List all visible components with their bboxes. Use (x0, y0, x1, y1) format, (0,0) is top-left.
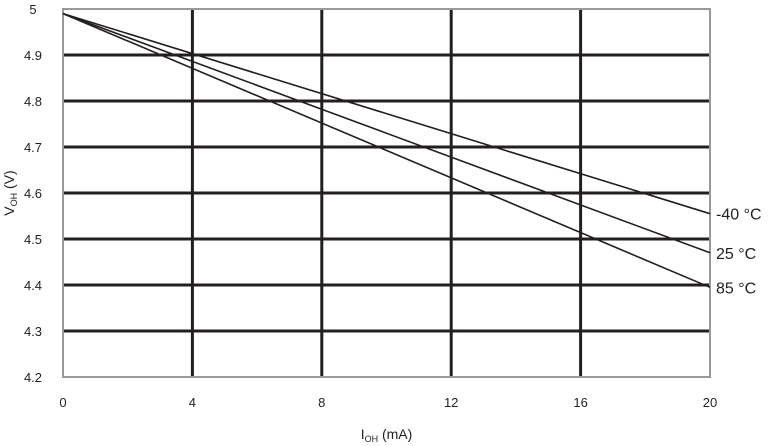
y-tick-label-3: 4.5 (24, 232, 42, 247)
x-tick-label-1: 4 (189, 395, 196, 410)
y-tick-label-5: 4.7 (24, 140, 42, 155)
grid-lines (63, 9, 710, 377)
x-tick-label-5: 20 (703, 395, 717, 410)
x-tick-labels: 0 4 8 12 16 20 (59, 395, 717, 410)
y-tick-labels: 4.2 4.3 4.4 4.5 4.6 4.7 4.8 4.9 5 (24, 2, 42, 385)
series-line-0 (62, 12, 711, 215)
series-line-2 (62, 12, 711, 289)
x-tick-label-3: 12 (444, 395, 458, 410)
y-tick-label-7: 4.9 (24, 48, 42, 63)
series-label-0: -40 °C (716, 207, 762, 224)
y-tick-label-8: 5 (29, 2, 36, 17)
x-tick-label-0: 0 (59, 395, 66, 410)
x-tick-label-4: 16 (573, 395, 587, 410)
series-line-1 (62, 12, 711, 254)
y-tick-label-4: 4.6 (24, 186, 42, 201)
x-tick-label-2: 8 (318, 395, 325, 410)
y-tick-label-6: 4.8 (24, 94, 42, 109)
plot-frame (62, 8, 711, 378)
series-lines (62, 12, 711, 289)
x-axis-label: IOH (mA) (361, 426, 413, 444)
series-label-2: 85 °C (716, 280, 756, 297)
y-tick-label-0: 4.2 (24, 370, 42, 385)
y-tick-label-1: 4.3 (24, 324, 42, 339)
series-label-1: 25 °C (716, 246, 756, 263)
y-axis-label: VOH (V) (1, 170, 19, 215)
series-labels: -40 °C 25 °C 85 °C (716, 207, 762, 298)
y-tick-label-2: 4.4 (24, 278, 42, 293)
